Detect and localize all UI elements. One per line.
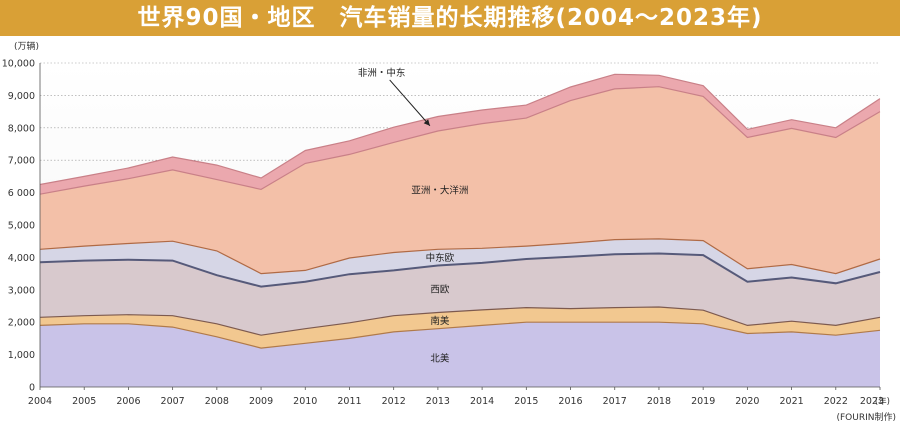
- area-3: [40, 253, 880, 336]
- y-tick-label: 5,000: [8, 221, 35, 232]
- x-tick-label: 2010: [293, 396, 317, 407]
- source-note: (FOURIN制作): [836, 411, 896, 423]
- x-tick-label: 2007: [161, 396, 185, 407]
- x-tick-label: 2009: [249, 396, 273, 407]
- series-label: 南美: [430, 315, 450, 327]
- y-tick-label: 10,000: [2, 59, 35, 70]
- x-tick-label: 2008: [205, 396, 229, 407]
- y-tick-label: 9,000: [8, 91, 35, 102]
- boundary-line-4: [39, 238, 881, 275]
- area-5: [40, 86, 880, 274]
- y-tick-label: 8,000: [8, 123, 35, 134]
- series-labels: 北美 南美 西欧 中东欧 亚洲・大洋洲 非洲・中东: [358, 67, 468, 364]
- x-tick-label: 2015: [514, 396, 538, 407]
- stacked-area-chart: 0 1,000 2,000 3,000 4,000 5,000 6 000 7,000 8,00…: [2, 40, 896, 423]
- x-tick-label: 2011: [337, 396, 361, 407]
- y-tick-label: 2,000: [8, 318, 35, 329]
- axes: 0 1,000 2,000 3,000 4,000 5,000 6 000 7,000 8,00…: [2, 59, 884, 408]
- x-tick-label: 2018: [647, 396, 671, 407]
- x-tick-label: 2014: [470, 396, 494, 407]
- y-tick-label: 0: [29, 383, 35, 394]
- x-tick-label: 2017: [603, 396, 627, 407]
- y-tick-label: 7,000: [8, 156, 35, 167]
- chart-title: 世界90国・地区 汽车销量的长期推移(2004～2023年): [0, 0, 900, 36]
- x-tick-label: 2006: [116, 396, 140, 407]
- boundary-line-1: [39, 321, 881, 349]
- x-tick-label: 2012: [382, 396, 406, 407]
- annotation-label: 非洲・中东: [358, 67, 406, 79]
- annotation-arrow-line: [389, 79, 431, 127]
- area-4: [40, 238, 880, 287]
- y-tick-label: 3,000: [8, 285, 35, 296]
- series-areas: [40, 74, 880, 387]
- series-boundary-lines: [39, 73, 881, 349]
- x-tick-label: 2021: [779, 396, 803, 407]
- area-1: [40, 322, 880, 387]
- x-tick-label: 2004: [28, 396, 52, 407]
- series-label: 西欧: [430, 283, 450, 295]
- x-tick-label: 2020: [735, 396, 759, 407]
- annotation-arrowhead: [423, 119, 430, 126]
- series-label: 北美: [430, 352, 450, 364]
- x-tick-label: 2019: [691, 396, 715, 407]
- x-tick-label: 2022: [824, 396, 848, 407]
- area-2: [40, 307, 880, 349]
- boundary-line-6: [39, 73, 881, 186]
- y-tick-label: 4,000: [8, 253, 35, 264]
- x-tick-label: 2016: [558, 396, 582, 407]
- y-unit-label: (万辆): [14, 40, 39, 52]
- x-tick-label: 2023: [860, 396, 884, 407]
- boundary-line-2: [39, 306, 881, 336]
- y-tick-label: 6 000: [8, 188, 35, 199]
- boundary-line-3: [39, 252, 881, 288]
- boundary-line-5: [39, 86, 881, 195]
- y-tick-label: 1,000: [8, 350, 35, 361]
- x-tick-label: 2013: [426, 396, 450, 407]
- series-label: 亚洲・大洋洲: [411, 185, 468, 197]
- x-tick-label: 2005: [72, 396, 96, 407]
- x-unit-label: (年): [875, 396, 890, 407]
- series-label: 中东欧: [426, 252, 455, 264]
